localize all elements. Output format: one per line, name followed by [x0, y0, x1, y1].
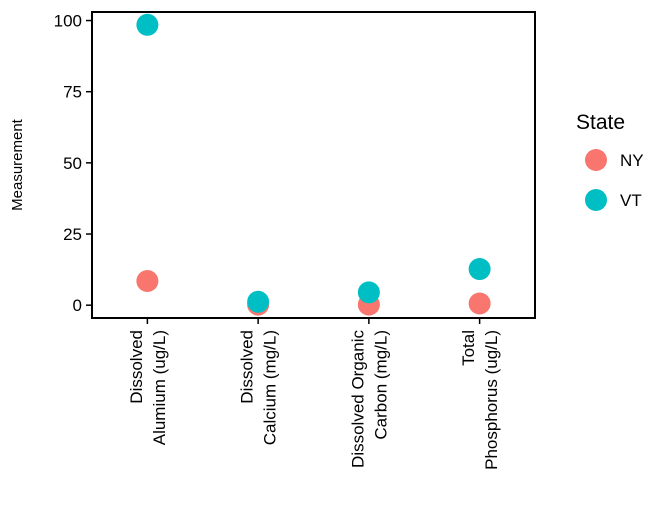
x-tick-label: Dissolved	[238, 330, 257, 404]
data-point-ny	[136, 269, 159, 292]
x-tick-label: Calcium (mg/L)	[261, 330, 280, 445]
legend-key-ny	[585, 149, 607, 171]
plot-panel	[91, 11, 536, 319]
legend-label-ny: NY	[620, 151, 644, 170]
legend: State NY VT	[576, 111, 644, 211]
x-tick-label: Phosphorus (ug/L)	[482, 330, 501, 470]
data-points	[136, 13, 491, 316]
y-tick-label: 25	[63, 225, 82, 244]
x-tick-label: Dissolved Organic	[348, 330, 367, 468]
y-axis-title: Measurement	[9, 118, 26, 211]
legend-key-vt	[585, 189, 607, 211]
data-point-vt	[468, 258, 491, 281]
y-tick-label: 100	[54, 12, 82, 31]
y-axis: 0 25 50 75 100	[54, 12, 92, 315]
data-point-vt	[136, 13, 159, 36]
legend-label-vt: VT	[620, 191, 642, 210]
data-point-ny	[468, 292, 491, 315]
y-tick-label: 0	[73, 296, 82, 315]
legend-title: State	[576, 111, 625, 134]
x-tick-label: Total	[459, 330, 478, 366]
y-tick-label: 50	[63, 154, 82, 173]
data-point-vt	[357, 281, 380, 304]
x-tick-label: Alumium (ug/L)	[150, 330, 169, 445]
y-tick-label: 75	[63, 83, 82, 102]
x-tick-label: Dissolved	[127, 330, 146, 404]
x-tick-label: Carbon (mg/L)	[371, 330, 390, 440]
data-point-vt	[247, 290, 270, 313]
x-axis: Dissolved Alumium (ug/L) Dissolved Calcium …	[127, 318, 501, 470]
